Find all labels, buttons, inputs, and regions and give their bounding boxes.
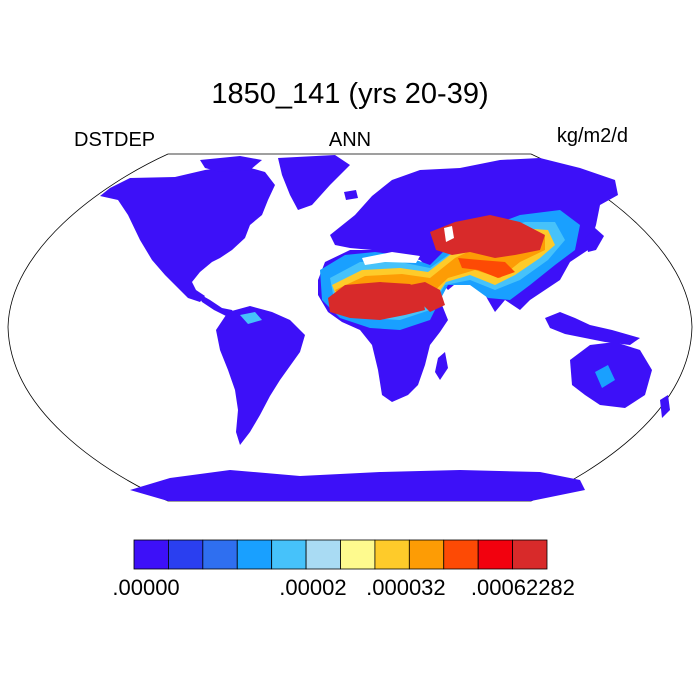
colorbar-swatch [133,539,169,570]
north-america [100,165,275,302]
arctic-islands [200,156,262,172]
greenland [278,155,350,210]
colorbar-swatch [305,539,341,570]
madagascar [435,352,448,380]
central-asia-core [430,215,545,258]
mediterranean-sea [362,252,420,265]
season-label: ANN [328,129,372,151]
colorbar-swatch [408,539,445,570]
antarctica [130,470,585,501]
units-label: kg/m2/d [556,125,628,147]
variable-label: DSTDEP [74,129,156,151]
japan [585,228,604,252]
colorbar [133,539,548,570]
colorbar-tick-label: .00062282 [470,575,575,600]
colorbar-swatch [443,539,479,570]
caspian-sea [444,226,454,242]
colorbar-tick-label: .00002 [279,575,347,600]
indonesia [545,312,640,345]
colorbar-swatch [271,539,307,570]
colorbar-swatch [168,539,204,570]
new-zealand [660,395,670,418]
central-america [196,292,236,316]
sahara-core [328,282,425,320]
colorbar-tick-label: .000032 [366,575,446,600]
central-asia-orange [458,258,515,278]
south-america [216,306,305,445]
iceland [344,190,358,200]
colorbar-swatch [374,539,410,570]
colorbar-swatch [340,539,376,570]
dust-deposition-field [240,210,615,388]
colorbar-swatch [512,539,548,570]
arabia-core [410,282,445,312]
colorbar-swatch [477,539,513,570]
colorbar-swatch [202,539,238,570]
colorbar-swatch [236,539,273,570]
south-america-dust [240,312,262,324]
map-title: 1850_141 (yrs 20-39) [211,78,489,110]
australia-dust [595,365,615,388]
colorbar-tick-label: .00000 [112,575,180,600]
